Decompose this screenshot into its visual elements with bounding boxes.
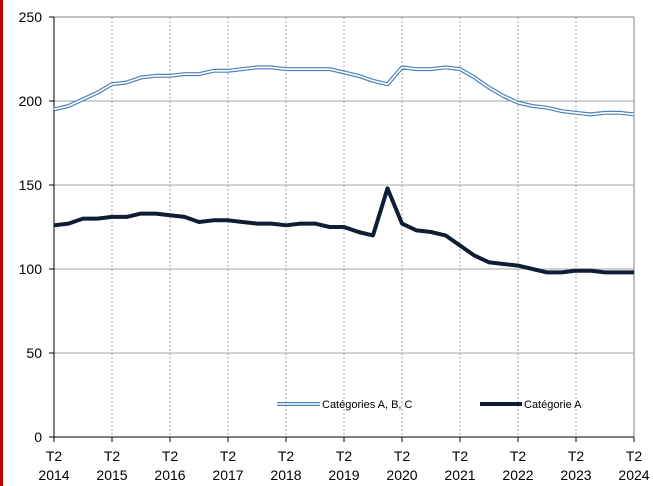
x-tick-label-year: 2016 xyxy=(154,467,185,483)
x-tick-label-year: 2018 xyxy=(270,467,301,483)
y-tick-label: 100 xyxy=(19,261,43,277)
x-tick-label-quarter: T2 xyxy=(46,448,63,464)
x-tick-label-year: 2017 xyxy=(212,467,243,483)
x-tick-label-quarter: T2 xyxy=(162,448,179,464)
x-tick-label-year: 2015 xyxy=(96,467,127,483)
x-tick-label-quarter: T2 xyxy=(278,448,295,464)
y-tick-label: 150 xyxy=(19,177,43,193)
legend-label-abc: Catégories A, B, C xyxy=(322,399,413,411)
y-tick-label: 250 xyxy=(19,9,43,25)
y-tick-label: 50 xyxy=(26,345,42,361)
x-tick-label-quarter: T2 xyxy=(104,448,121,464)
left-accent-rule xyxy=(0,0,3,486)
x-tick-label-quarter: T2 xyxy=(336,448,353,464)
x-tick-label-quarter: T2 xyxy=(626,448,643,464)
x-tick-label-year: 2023 xyxy=(560,467,591,483)
x-tick-label-year: 2022 xyxy=(502,467,533,483)
x-tick-label-quarter: T2 xyxy=(568,448,585,464)
x-axis-tick-labels: T2 2014 T2 2015 T2 2016 T2 2017 T2 2018 T2 2019 T2 20… xyxy=(38,448,649,483)
x-tick-label-year: 2020 xyxy=(386,467,417,483)
y-axis-tick-labels: 0 50 100 150 200 250 xyxy=(19,9,43,445)
x-tick-label-year: 2024 xyxy=(618,467,649,483)
y-tick-label: 200 xyxy=(19,93,43,109)
y-tick-label: 0 xyxy=(34,429,42,445)
x-tick-label-year: 2014 xyxy=(38,467,69,483)
series-line-abc-inner xyxy=(53,66,635,116)
x-tick-label-year: 2019 xyxy=(328,467,359,483)
legend-label-a: Catégorie A xyxy=(524,399,582,411)
series-line-a xyxy=(53,186,634,275)
x-tick-label-quarter: T2 xyxy=(220,448,237,464)
series-layer xyxy=(53,65,635,275)
x-tick-label-quarter: T2 xyxy=(452,448,469,464)
x-tick-label-quarter: T2 xyxy=(394,448,411,464)
legend: Catégories A, B, C Catégorie A xyxy=(277,399,582,411)
x-tick-label-year: 2021 xyxy=(444,467,475,483)
x-tick-label-quarter: T2 xyxy=(510,448,527,464)
plot-frame xyxy=(49,16,635,442)
